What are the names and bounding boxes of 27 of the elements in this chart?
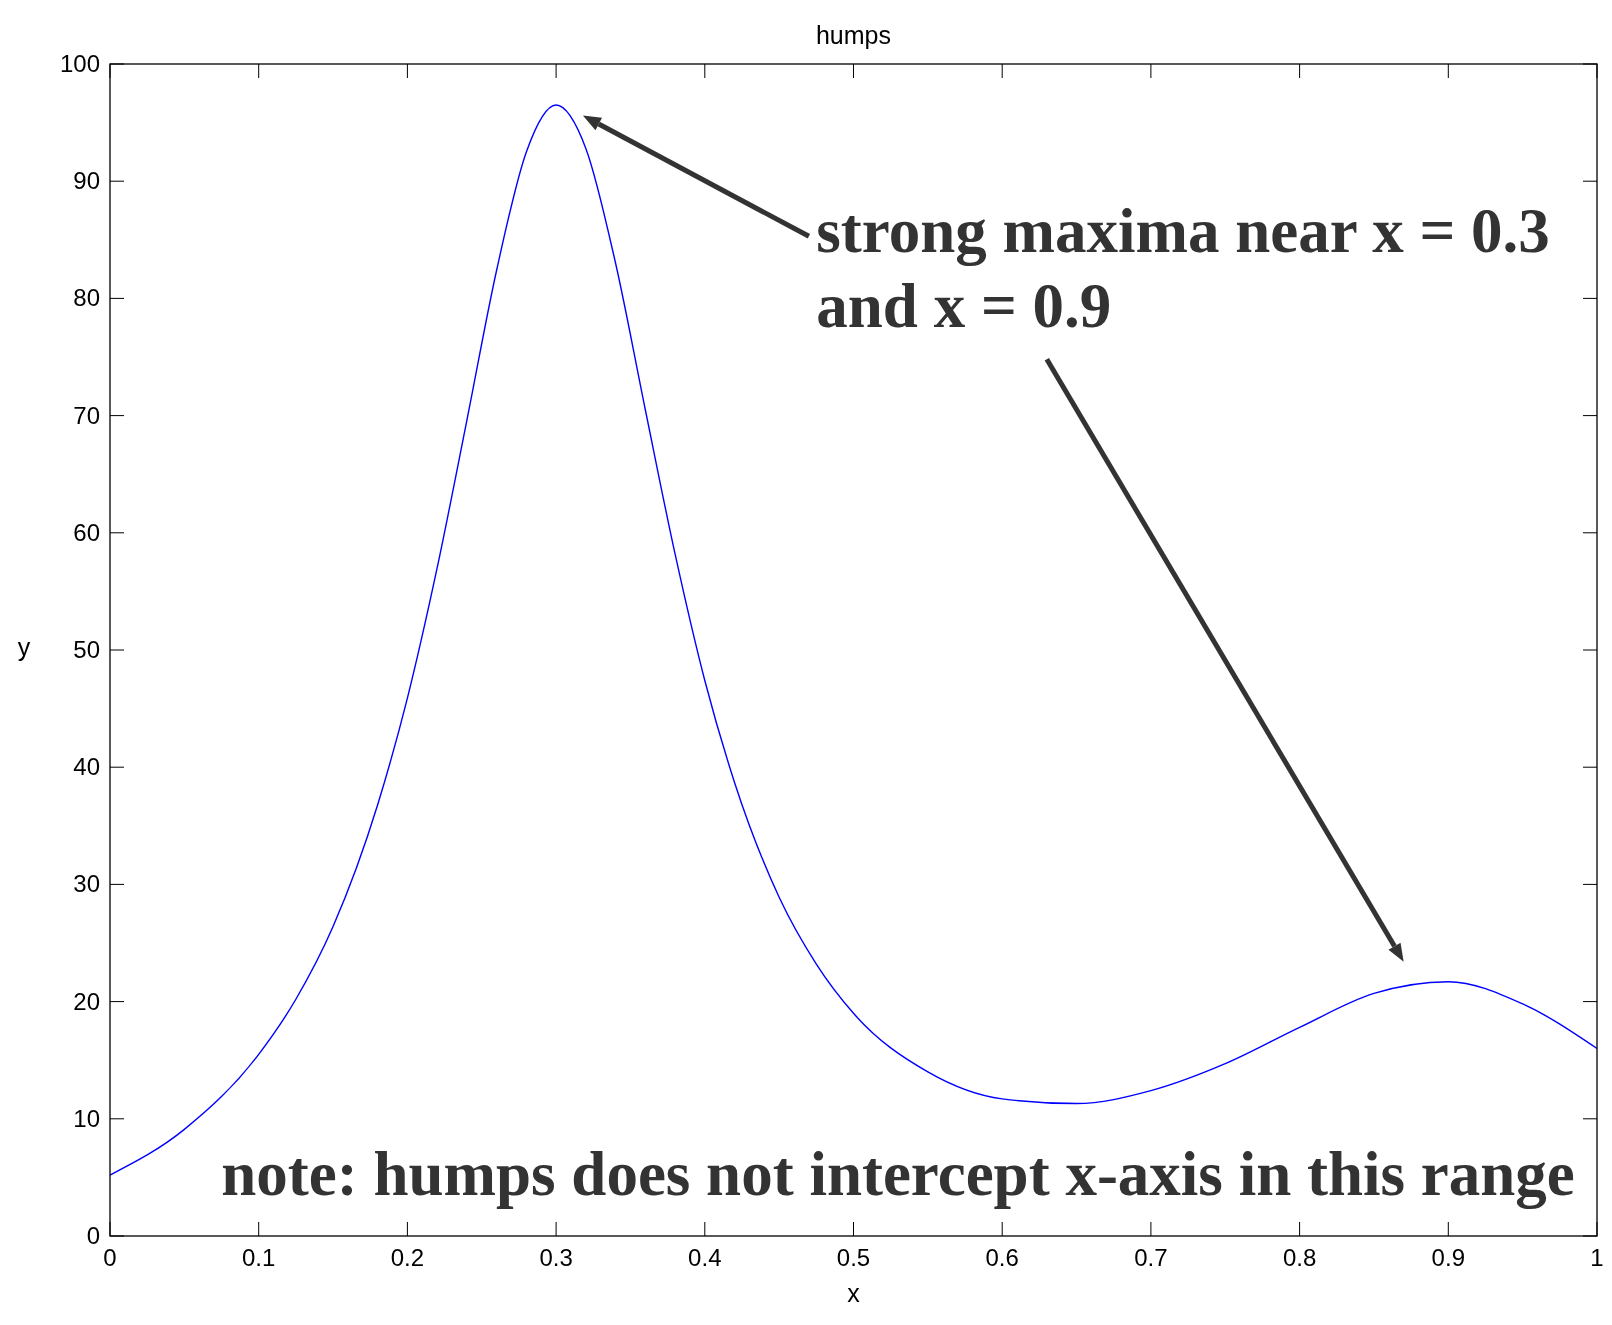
y-tick-label: 20 — [73, 987, 100, 1015]
y-tick-label: 80 — [73, 284, 100, 312]
y-tick-label: 30 — [73, 870, 100, 898]
y-tick-label: 40 — [73, 753, 100, 781]
x-tick-label: 0.4 — [688, 1244, 722, 1271]
y-tick-label: 0 — [86, 1222, 100, 1249]
x-tick-label: 0.8 — [1282, 1244, 1317, 1271]
annotation: strong maxima near x = 0.3 and x = 0.9 — [816, 195, 1550, 341]
x-tick-label: 0.6 — [985, 1244, 1019, 1271]
x-axis-title: x — [847, 1279, 861, 1307]
y-tick-label: 100 — [59, 50, 100, 77]
x-tick-label: 1 — [1590, 1244, 1604, 1271]
y-tick-label: 10 — [73, 1104, 100, 1132]
chart-title: humps — [815, 21, 892, 49]
y-tick-label: 60 — [73, 518, 100, 546]
x-tick-label: 0.5 — [836, 1244, 871, 1271]
x-tick-label: 0.1 — [242, 1244, 276, 1271]
y-tick-label: 70 — [73, 401, 100, 429]
annotation: note: humps does not intercept x-axis in this range — [221, 1138, 1575, 1209]
y-axis-title: y — [17, 633, 31, 661]
x-tick-label: 0.9 — [1431, 1244, 1465, 1271]
x-tick-label: 0.2 — [390, 1244, 425, 1271]
x-tick-label: 0 — [103, 1244, 117, 1271]
x-tick-label: 0.3 — [539, 1244, 573, 1271]
x-tick-label: 0.7 — [1134, 1244, 1168, 1271]
y-tick-label: 50 — [73, 636, 100, 663]
y-tick-label: 90 — [73, 167, 100, 195]
